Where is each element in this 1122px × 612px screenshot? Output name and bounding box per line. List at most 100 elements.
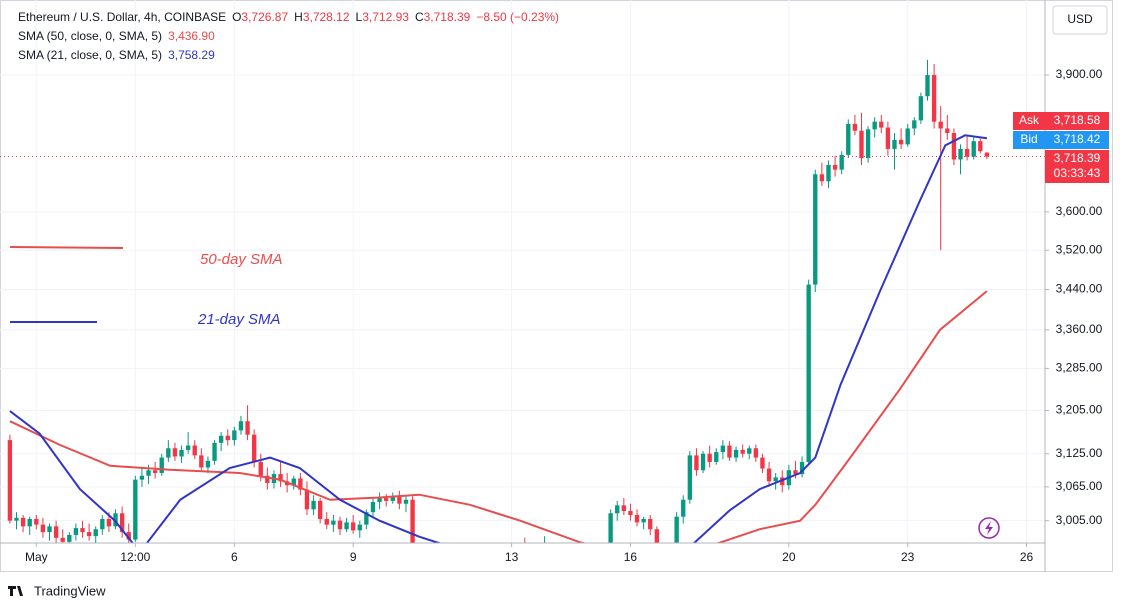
candle-body [971,141,976,157]
candle-body [912,120,917,129]
quote-label: O [232,10,241,24]
candle-body [793,470,798,475]
candle-body [238,421,244,431]
last-price-tag [1045,150,1109,183]
candle-body [265,475,270,483]
candle-body [648,518,653,530]
candle-body [20,517,26,527]
candle-body [403,499,409,504]
frame [0,0,1113,572]
bid-label: Bid [1020,132,1037,146]
candle-body [344,522,349,530]
candle-body [931,75,937,122]
bid-tag [1045,131,1109,149]
currency-button[interactable] [1052,5,1108,35]
indicator-legend: SMA (50, close, 0, SMA, 5) 3,436.90 [18,29,215,43]
candle-body [14,517,19,521]
candle-body [258,461,263,476]
candle-body [806,284,811,462]
annotation-line [9,246,124,249]
candle-body [925,75,930,97]
candle-body [733,449,739,458]
candle-body [892,139,897,149]
y-tick-label: 3,005.00 [1056,513,1103,527]
quote-value: 3,726.87 [241,10,288,24]
plot-area [0,59,1045,543]
candle-body [146,470,151,476]
y-tick-label: 3,360.00 [1056,322,1103,336]
candle-body [377,498,382,502]
candle-body [245,421,250,435]
currency[interactable]: USD [1067,12,1093,26]
candle-body [978,141,983,152]
candle-body [621,505,627,512]
y-tick-label: 3,205.00 [1056,403,1103,417]
x-tick-label: 20 [782,550,796,564]
last-price: 3,718.39 [1054,151,1101,165]
candle-body [641,518,646,523]
quote-label: L [356,10,363,24]
candle-body [846,123,851,155]
candle-body [390,496,395,501]
header: Ethereum / U.S. Dollar, 4h, COINBASE O3,7… [18,10,559,24]
sma-line [9,290,988,543]
candle-body [291,478,296,486]
x-tick-label: 26 [1020,550,1034,564]
candle-body [7,440,13,521]
candle-body [813,174,818,285]
sma-line [9,134,988,543]
x-tick-label: 13 [505,550,519,564]
candle-body [714,452,719,462]
candle-body [317,500,323,519]
candle-body [852,123,858,131]
indicator-name: SMA (21, close, 0, SMA, 5) [18,48,162,62]
candle-body [634,514,640,523]
candle-body [53,526,59,538]
candle-body [681,499,686,517]
candle-body [839,154,844,170]
candle-body [964,148,970,157]
quote-value: 3,728.12 [303,10,350,24]
candle-body [278,474,283,482]
candle-body [865,129,871,159]
candle-body [859,130,864,159]
candle-body [67,534,72,542]
candle-body [152,470,158,473]
candle-body [384,498,389,501]
change: −8.50 (−0.23%) [476,10,559,24]
candle-body [298,478,303,490]
x-tick-label: 23 [901,550,915,564]
candle-body [27,518,32,527]
candle-body [139,475,145,480]
candle-body [720,445,726,453]
candle-body [707,453,712,462]
candle-body [819,174,825,182]
candle-body [727,445,732,458]
candle-body [47,526,52,533]
y-tick-label: 3,440.00 [1056,282,1103,296]
countdown: 03:33:43 [1054,166,1101,180]
candle-body [192,445,197,456]
candle-body [608,513,613,543]
indicator-legend: SMA (21, close, 0, SMA, 5) 3,758.29 [18,48,215,62]
candle-body [331,520,336,525]
x-tick-label: 16 [624,550,638,564]
quote-value: 3,712.93 [362,10,409,24]
candle-body [945,128,950,133]
brand-logo [8,586,23,596]
candle-body [185,445,191,450]
candle-body [410,499,415,543]
lightning-icon[interactable] [978,517,1000,539]
candle-body [826,165,831,182]
y-tick-label: 3,900.00 [1056,67,1103,81]
y-tick-label: 3,520.00 [1056,242,1103,256]
ask-tag [1013,112,1045,130]
candle-body [984,152,990,157]
x-tick-label: 12:00 [120,550,150,564]
annotation: 50-day SMA [200,251,283,268]
ask-label: Ask [1019,113,1040,127]
candle-body [938,121,943,129]
candle-body [212,442,217,461]
bid-tag [1013,131,1045,149]
candle-body [225,435,230,441]
